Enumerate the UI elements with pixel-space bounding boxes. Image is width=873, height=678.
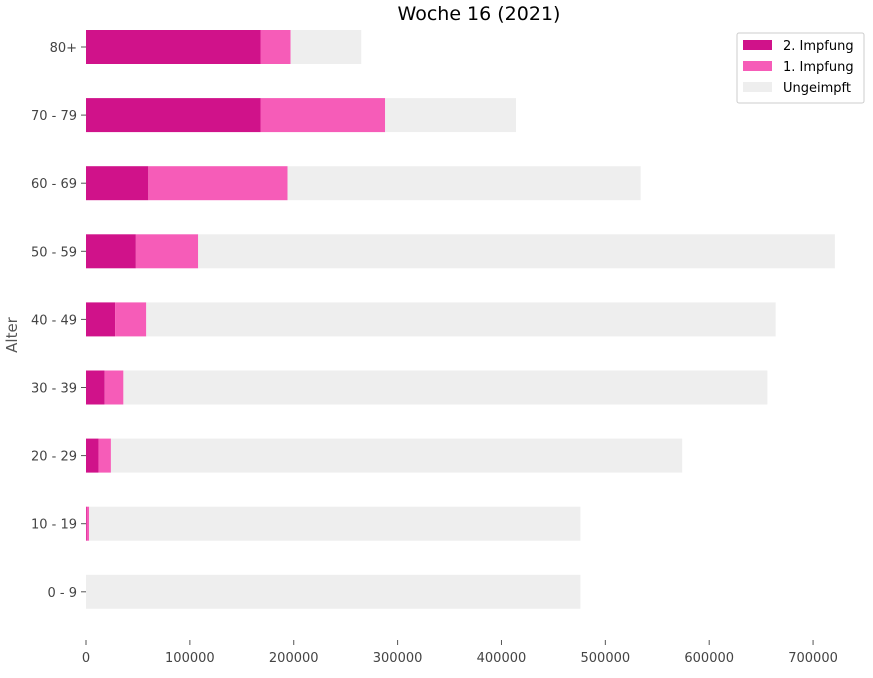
y-tick-label: 50 - 59	[31, 245, 77, 260]
bar-ungeimpft-1	[89, 506, 581, 541]
bar-2-impfung-4	[86, 302, 116, 337]
legend-swatch-ungeimpft	[743, 82, 772, 92]
bar-2-impfung-2	[86, 438, 99, 473]
legend-label-2-impfung: 2. Impfung	[783, 39, 854, 54]
chart-title: Woche 16 (2021)	[398, 3, 561, 25]
bar-2-impfung-1	[86, 506, 87, 541]
bar-ungeimpft-7	[385, 98, 517, 133]
legend-swatch-2-impfung	[743, 40, 772, 50]
x-tick-label: 100000	[165, 651, 215, 666]
y-axis: 0 - 9 10 - 19 20 - 29 30 - 39 40 - 49 50 - 59…	[31, 41, 86, 601]
bars-group	[86, 30, 835, 609]
y-tick-label: 60 - 69	[31, 177, 77, 192]
x-tick-label: 0	[82, 651, 90, 666]
y-tick-label: 70 - 79	[31, 109, 77, 124]
bar-2-impfung-6	[86, 166, 149, 201]
bar-ungeimpft-4	[146, 302, 776, 337]
y-axis-title: Alter	[3, 316, 21, 353]
y-tick-label: 0 - 9	[48, 586, 78, 601]
y-tick-label: 20 - 29	[31, 450, 77, 465]
bar-1-impfung-2	[98, 438, 111, 473]
bar-1-impfung-1	[86, 506, 90, 541]
legend-swatch-1-impfung	[743, 61, 772, 71]
bar-1-impfung-6	[148, 166, 288, 201]
bar-2-impfung-8	[86, 30, 261, 64]
bar-ungeimpft-3	[123, 370, 768, 405]
legend-label-ungeimpft: Ungeimpft	[783, 81, 851, 96]
y-tick-label: 30 - 39	[31, 382, 77, 397]
y-tick-label: 10 - 19	[31, 518, 77, 533]
legend-label-1-impfung: 1. Impfung	[783, 60, 854, 75]
x-tick-label: 600000	[684, 651, 734, 666]
y-tick-label: 80+	[50, 41, 77, 56]
bar-2-impfung-7	[86, 98, 261, 133]
x-tick-label: 500000	[581, 651, 631, 666]
bar-1-impfung-8	[260, 30, 291, 64]
y-tick-label: 40 - 49	[31, 313, 77, 328]
x-axis: 0 100000 200000 300000 400000 500000 600000 700…	[82, 640, 838, 666]
x-tick-label: 700000	[788, 651, 838, 666]
bar-ungeimpft-0	[86, 574, 581, 609]
x-tick-label: 400000	[477, 651, 527, 666]
x-tick-label: 200000	[269, 651, 319, 666]
bar-ungeimpft-6	[287, 166, 641, 201]
bar-ungeimpft-8	[290, 30, 362, 64]
legend: 2. Impfung 1. Impfung Ungeimpft	[736, 32, 865, 104]
bar-1-impfung-4	[115, 302, 147, 337]
bar-1-impfung-5	[135, 234, 199, 269]
bar-1-impfung-3	[104, 370, 124, 405]
bar-ungeimpft-5	[198, 234, 835, 269]
bar-1-impfung-7	[260, 98, 386, 133]
bar-ungeimpft-2	[110, 438, 683, 473]
bar-2-impfung-5	[86, 234, 136, 269]
x-tick-label: 300000	[373, 651, 423, 666]
bar-2-impfung-3	[86, 370, 105, 405]
